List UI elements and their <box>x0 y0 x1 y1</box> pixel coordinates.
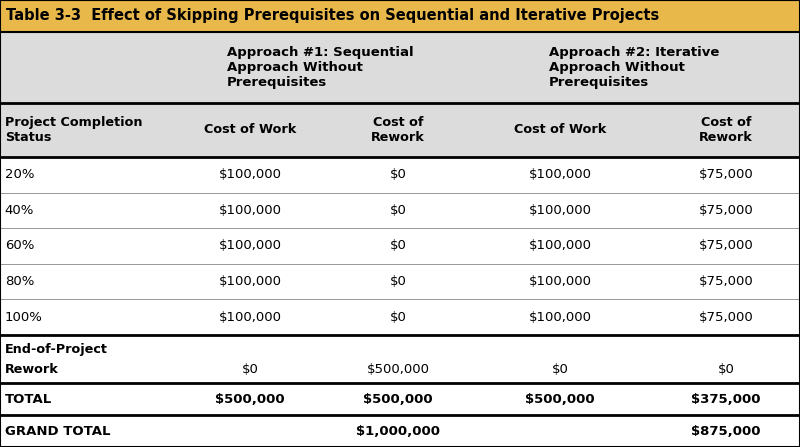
Text: $0: $0 <box>551 363 569 376</box>
Text: $100,000: $100,000 <box>218 169 282 181</box>
Text: $375,000: $375,000 <box>691 393 761 406</box>
Bar <box>0 103 800 157</box>
Text: End-of-Project: End-of-Project <box>5 343 108 356</box>
Text: $100,000: $100,000 <box>218 240 282 253</box>
Bar <box>0 32 800 103</box>
Text: Cost of
Rework: Cost of Rework <box>699 116 753 144</box>
Text: $75,000: $75,000 <box>698 240 754 253</box>
Text: $500,000: $500,000 <box>525 393 595 406</box>
Bar <box>0 228 800 264</box>
Text: $100,000: $100,000 <box>529 204 591 217</box>
Text: $100,000: $100,000 <box>529 311 591 324</box>
Text: Table 3-3  Effect of Skipping Prerequisites on Sequential and Iterative Projects: Table 3-3 Effect of Skipping Prerequisit… <box>6 8 660 23</box>
Bar <box>0 335 800 384</box>
Text: $0: $0 <box>390 169 406 181</box>
Text: 80%: 80% <box>5 275 34 288</box>
Text: $100,000: $100,000 <box>529 275 591 288</box>
Text: Cost of Work: Cost of Work <box>204 123 296 136</box>
Text: 20%: 20% <box>5 169 34 181</box>
Text: $75,000: $75,000 <box>698 275 754 288</box>
Text: 40%: 40% <box>5 204 34 217</box>
Text: $0: $0 <box>718 363 734 376</box>
Text: Approach #1: Sequential
Approach Without
Prerequisites: Approach #1: Sequential Approach Without… <box>226 46 414 89</box>
Bar <box>0 299 800 335</box>
Text: TOTAL: TOTAL <box>5 393 52 406</box>
Bar <box>0 264 800 299</box>
Text: GRAND TOTAL: GRAND TOTAL <box>5 425 110 438</box>
Text: $500,000: $500,000 <box>215 393 285 406</box>
Bar <box>0 0 800 32</box>
Text: $75,000: $75,000 <box>698 204 754 217</box>
Text: $500,000: $500,000 <box>363 393 433 406</box>
Text: 60%: 60% <box>5 240 34 253</box>
Text: Rework: Rework <box>5 363 58 376</box>
Bar <box>0 193 800 228</box>
Text: $875,000: $875,000 <box>691 425 761 438</box>
Text: $100,000: $100,000 <box>218 275 282 288</box>
Text: $100,000: $100,000 <box>529 240 591 253</box>
Text: $0: $0 <box>390 311 406 324</box>
Bar <box>0 157 800 193</box>
Text: $0: $0 <box>390 275 406 288</box>
Text: $100,000: $100,000 <box>218 311 282 324</box>
Text: $1,000,000: $1,000,000 <box>356 425 440 438</box>
Text: Approach #2: Iterative
Approach Without
Prerequisites: Approach #2: Iterative Approach Without … <box>549 46 719 89</box>
Text: $500,000: $500,000 <box>366 363 430 376</box>
Text: $100,000: $100,000 <box>529 169 591 181</box>
Text: $0: $0 <box>390 240 406 253</box>
Bar <box>0 384 800 415</box>
Text: Project Completion
Status: Project Completion Status <box>5 116 142 144</box>
Text: Cost of
Rework: Cost of Rework <box>371 116 425 144</box>
Bar <box>0 415 800 447</box>
Text: $75,000: $75,000 <box>698 169 754 181</box>
Text: $75,000: $75,000 <box>698 311 754 324</box>
Text: 100%: 100% <box>5 311 42 324</box>
Text: Cost of Work: Cost of Work <box>514 123 606 136</box>
Text: $0: $0 <box>242 363 258 376</box>
Text: $0: $0 <box>390 204 406 217</box>
Text: $100,000: $100,000 <box>218 204 282 217</box>
